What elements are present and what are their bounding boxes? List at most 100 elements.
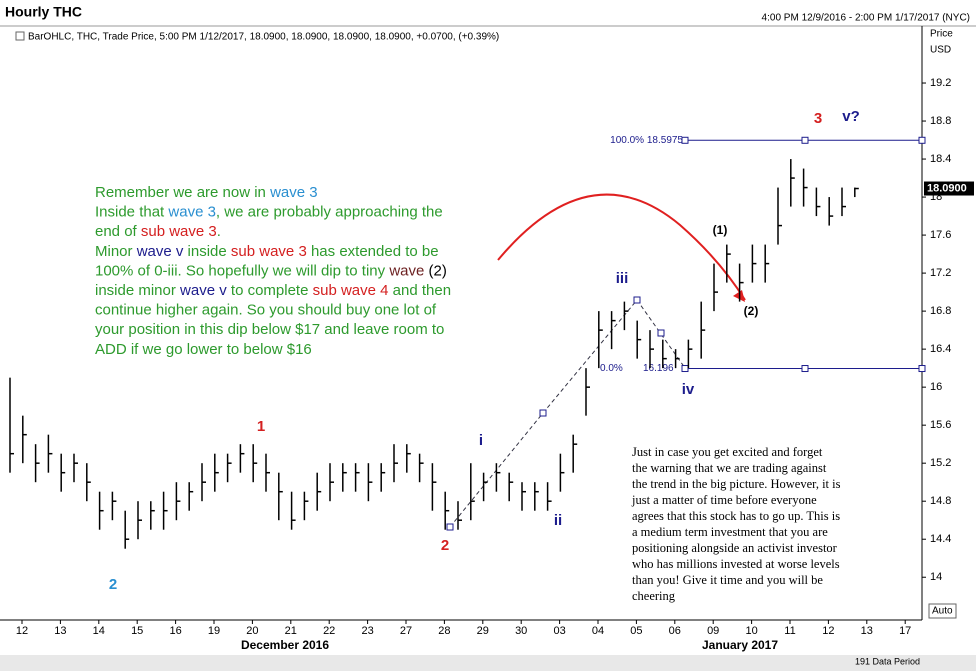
note-run: Minor [95, 243, 137, 260]
x-tick-label: 28 [438, 625, 450, 637]
y-tick-label: 14 [930, 571, 942, 583]
data-period: 191 Data Period [855, 656, 920, 666]
warning-line: agrees that this stock has to go up. Thi… [632, 509, 840, 523]
note-run: inside [183, 243, 231, 260]
note-run: continue higher again. So you should buy… [95, 302, 437, 319]
last-price-label: 18.0900 [927, 182, 967, 194]
wave-label: 1 [257, 418, 265, 435]
wave-label: v? [842, 108, 860, 125]
note-run: wave v [136, 243, 184, 260]
note-run: wave [388, 262, 424, 279]
x-tick-label: 22 [323, 625, 335, 637]
last-price-tag [924, 181, 974, 196]
y-tick-label: 16.4 [930, 343, 951, 355]
x-tick-label: 06 [669, 625, 681, 637]
warning-line: the warning that we are trading against [632, 461, 827, 475]
axis-unit: USD [930, 45, 951, 56]
wave-label: i [479, 432, 483, 449]
wave-label: iv [682, 381, 695, 398]
fib-marker [681, 136, 689, 144]
note-line: 100% of 0-iii. So hopefully we will dip … [95, 262, 447, 279]
x-tick-label: 23 [361, 625, 373, 637]
legend-icon [15, 31, 25, 41]
x-tick-label: 09 [707, 625, 719, 637]
x-tick-label: 30 [515, 625, 527, 637]
note-run: and then [389, 282, 452, 299]
y-tick-label: 14.8 [930, 495, 951, 507]
wave-label: 2 [109, 576, 117, 593]
fib-label: 100.0% 18.5975 [610, 135, 683, 146]
marker [657, 329, 665, 337]
note-line: Minor wave v inside sub wave 3 has exten… [95, 243, 439, 260]
axis-title: Price [930, 29, 953, 40]
x-tick-label: 03 [553, 625, 565, 637]
y-tick-label: 15.2 [930, 457, 951, 469]
y-tick-label: 14.4 [930, 533, 951, 545]
y-tick-label: 18.4 [930, 153, 951, 165]
note-run: your position in this dip below $17 and … [95, 321, 444, 338]
y-tick-label: 16 [930, 381, 942, 393]
note-run: wave v [179, 282, 227, 299]
x-tick-label: 29 [477, 625, 489, 637]
auto-button[interactable] [928, 603, 957, 619]
marker [633, 296, 641, 304]
wave-label: ii [554, 512, 562, 529]
fib-label: 0.0% [600, 363, 623, 374]
note-line: end of sub wave 3. [95, 223, 221, 240]
x-tick-label: 16 [169, 625, 181, 637]
wave-label: 3 [814, 110, 822, 127]
marker [539, 409, 547, 417]
note-run: end of [95, 223, 141, 240]
note-run: has extended to be [307, 243, 439, 260]
y-tick-label: 17.2 [930, 267, 951, 279]
x-tick-label: 12 [822, 625, 834, 637]
fib-marker [918, 136, 926, 144]
y-tick-label: 18.8 [930, 115, 951, 127]
month-label: January 2017 [702, 638, 778, 652]
warning-line: positioning alongside an activist invest… [632, 541, 838, 555]
wave-label: (2) [744, 304, 759, 318]
x-tick-label: 27 [400, 625, 412, 637]
fib-marker [801, 365, 809, 373]
y-tick-label: 16.8 [930, 305, 951, 317]
fib-marker [801, 136, 809, 144]
note-run: wave 3 [269, 184, 318, 201]
x-tick-label: 17 [899, 625, 911, 637]
auto-label: Auto [932, 606, 953, 617]
note-line: continue higher again. So you should buy… [95, 302, 437, 319]
x-tick-label: 05 [630, 625, 642, 637]
y-tick-label: 19.2 [930, 77, 951, 89]
warning-line: the trend in the big picture. However, i… [632, 477, 841, 491]
x-tick-label: 19 [208, 625, 220, 637]
wave-label: iii [616, 270, 629, 287]
note-run: wave 3 [167, 204, 216, 221]
fib-marker [681, 365, 689, 373]
wave-label: 2 [441, 537, 449, 554]
x-tick-label: 15 [131, 625, 143, 637]
marker [446, 523, 454, 531]
month-label: December 2016 [241, 638, 329, 652]
fib-marker [918, 365, 926, 373]
x-tick-label: 13 [861, 625, 873, 637]
y-tick-label: 15.6 [930, 419, 951, 431]
note-line: inside minor wave v to complete sub wave… [95, 282, 451, 299]
note-run: to complete [227, 282, 313, 299]
note-run: . [217, 223, 221, 240]
note-run: Inside that [95, 204, 168, 221]
note-run: 100% of 0-iii. So hopefully we will dip … [95, 262, 389, 279]
arrow [497, 193, 746, 301]
scrollbar[interactable] [0, 655, 976, 671]
chart-title: Hourly THC [5, 4, 82, 20]
warning-line: than you! Give it time and you will be [632, 573, 823, 587]
note-run: sub wave 3 [231, 243, 307, 260]
note-line: ADD if we go lower to below $16 [95, 341, 312, 358]
fib-value: 16.196 [643, 363, 674, 374]
x-tick-label: 20 [246, 625, 258, 637]
warning-line: a medium term investment that you are [632, 525, 828, 539]
note-line: Inside that wave 3, we are probably appr… [95, 204, 443, 221]
x-tick-label: 04 [592, 625, 604, 637]
note-run: (2) [424, 262, 447, 279]
x-tick-label: 21 [285, 625, 297, 637]
